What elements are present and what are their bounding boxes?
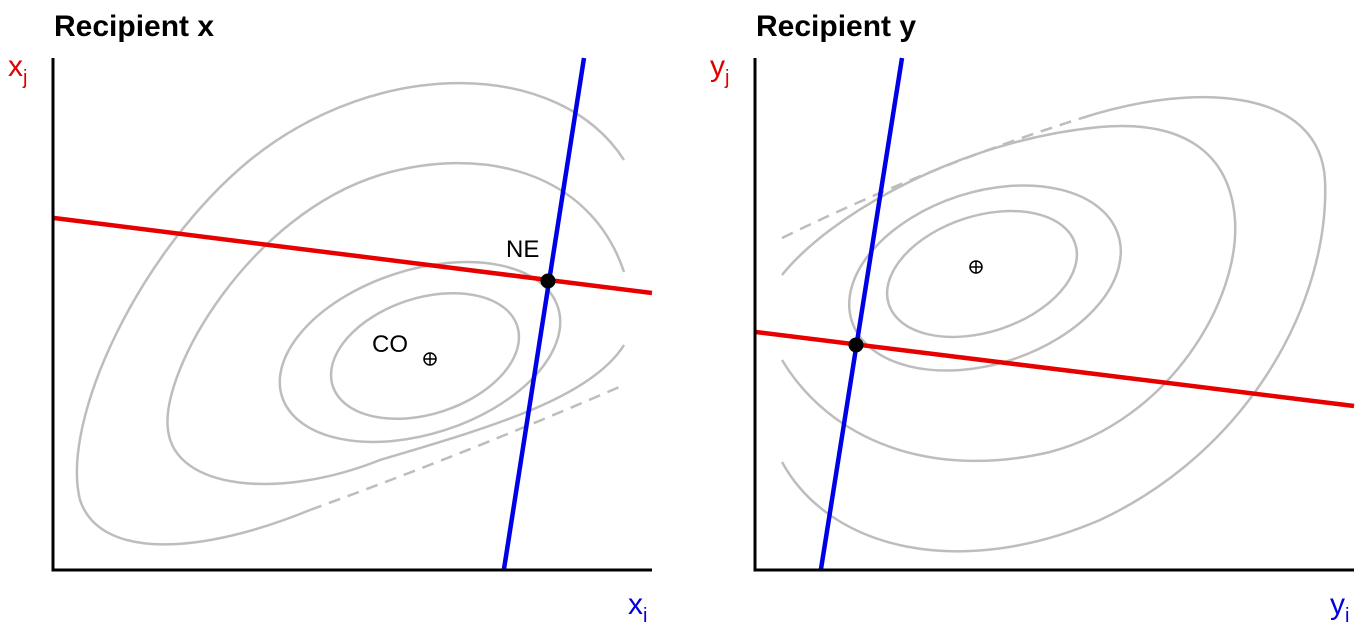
y-axis-label: xj <box>8 50 27 89</box>
co-label: CO <box>372 331 408 358</box>
contour-third <box>847 184 1123 372</box>
ne-point <box>848 337 864 353</box>
contours <box>780 95 1327 553</box>
blue-reaction-line <box>501 57 587 570</box>
co-marker-icon <box>423 352 437 366</box>
contour-third <box>278 260 562 444</box>
co-marker-icon <box>969 260 983 274</box>
panel-title: Recipient x <box>54 10 214 43</box>
ne-label: NE <box>506 236 539 263</box>
blue-reaction-line <box>818 57 905 570</box>
red-reaction-line <box>53 215 653 296</box>
axes <box>753 58 1354 572</box>
contour-inner <box>329 291 521 421</box>
red-reaction-line <box>755 329 1355 409</box>
contours <box>75 81 626 546</box>
panel-recipient-y: Recipient y yj yi <box>710 10 1355 627</box>
contour-second <box>780 124 1237 463</box>
contour-inner <box>885 209 1079 339</box>
x-axis-label: yi <box>1330 588 1349 627</box>
panel-recipient-x: Recipient x NE CO xj xi <box>8 10 653 627</box>
x-axis-label: xi <box>628 588 647 627</box>
contour-outer-dashed <box>309 383 625 512</box>
ne-point <box>540 273 556 289</box>
y-axis-label: yj <box>710 50 729 89</box>
panel-title: Recipient y <box>756 10 916 43</box>
axes <box>51 58 652 572</box>
contour-outer <box>75 81 626 546</box>
contour-second <box>166 161 626 486</box>
contour-outer <box>780 95 1327 553</box>
